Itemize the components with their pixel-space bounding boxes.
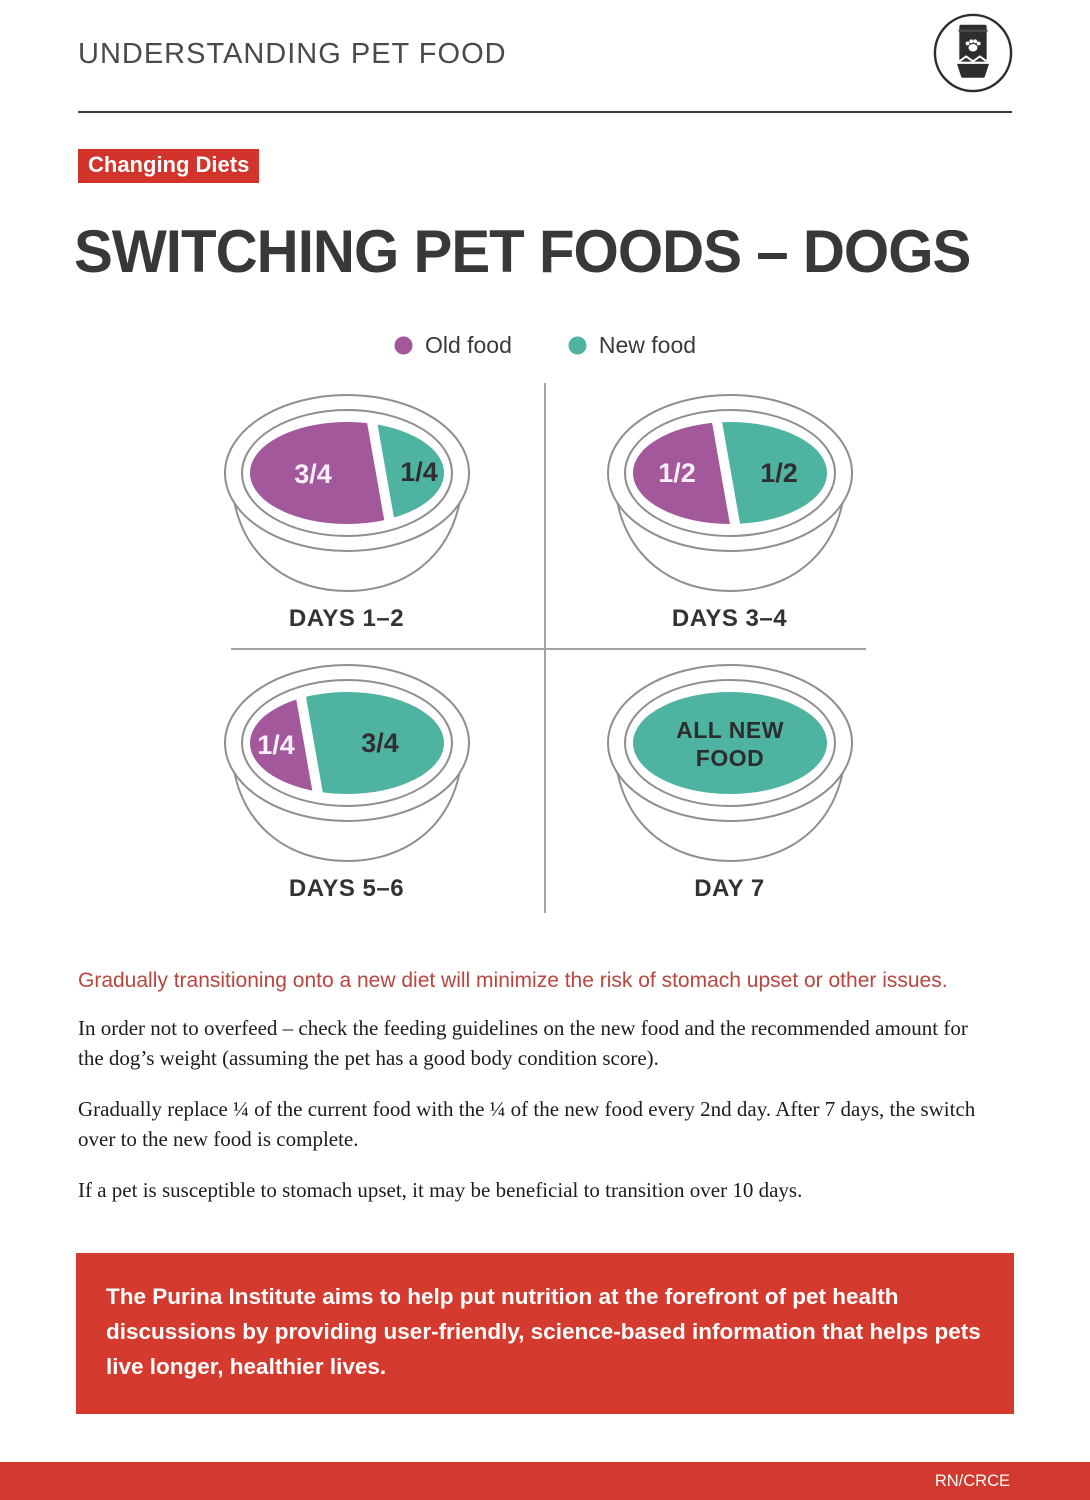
bowl-day-7: ALL NEW FOOD DAY 7 xyxy=(495,653,964,913)
bowl-caption: DAYS 3–4 xyxy=(671,605,788,632)
bowl-days-3-4-graphic: 1/2 1/2 xyxy=(606,394,853,593)
footer-bar: RN/CRCE xyxy=(0,1462,1090,1500)
bowl-days-3-4: 1/2 1/2 DAYS 3–4 xyxy=(495,383,964,643)
bowl-day-7-graphic: ALL NEW FOOD xyxy=(606,664,853,863)
bowl-days-1-2: 3/4 1/4 DAYS 1–2 xyxy=(112,383,581,643)
old-portion-label: 1/2 xyxy=(658,458,696,488)
new-portion-label: 3/4 xyxy=(361,728,399,758)
bowl-caption: DAYS 1–2 xyxy=(288,605,405,632)
transition-diagram: 3/4 1/4 DAYS 1–2 1/2 1/2 DAYS 3–4 xyxy=(76,383,1014,913)
section-badge: Changing Diets xyxy=(78,149,260,183)
legend-item-new: New food xyxy=(568,332,696,359)
new-portion-label: 1/4 xyxy=(400,457,438,487)
bowl-caption: DAY 7 xyxy=(694,875,765,902)
old-portion-label: 3/4 xyxy=(294,459,332,489)
bowl-days-5-6-graphic: 1/4 3/4 xyxy=(223,664,470,863)
all-new-food-label-line1: ALL NEW xyxy=(676,717,784,743)
body-paragraph: In order not to overfeed – check the fee… xyxy=(78,1016,968,1071)
legend-label-old: Old food xyxy=(424,332,512,358)
svg-text:ALL NEW: ALL NEW xyxy=(676,717,784,743)
pet-food-icon xyxy=(932,12,1014,99)
header: UNDERSTANDING PET FOOD xyxy=(0,0,1090,99)
svg-text:FOOD: FOOD xyxy=(695,745,763,771)
all-new-food-label-line2: FOOD xyxy=(695,745,763,771)
body-paragraph: Gradually replace ¼ of the current food … xyxy=(78,1096,976,1152)
old-food-dot-icon xyxy=(394,336,413,355)
old-portion-label: 1/4 xyxy=(257,730,295,760)
bowl-days-5-6: 1/4 3/4 DAYS 5–6 xyxy=(112,653,581,913)
bowl-days-1-2-graphic: 3/4 1/4 xyxy=(223,394,470,593)
new-portion-label: 1/2 xyxy=(760,458,798,488)
callout-text: The Purina Institute aims to help put nu… xyxy=(106,1284,981,1379)
legend-item-old: Old food xyxy=(394,332,512,359)
legend-label-new: New food xyxy=(598,332,697,358)
mission-callout: The Purina Institute aims to help put nu… xyxy=(76,1253,1014,1414)
body-paragraph: If a pet is susceptible to stomach upset… xyxy=(78,1177,803,1202)
footer-code: RN/CRCE xyxy=(934,1472,1010,1490)
bowl-caption: DAYS 5–6 xyxy=(288,875,405,902)
new-food-dot-icon xyxy=(568,336,587,355)
legend: Old food New food xyxy=(0,332,1090,359)
header-divider xyxy=(78,111,1012,113)
header-title: UNDERSTANDING PET FOOD xyxy=(78,38,507,70)
page-title: SWITCHING PET FOODS – DOGS xyxy=(74,218,971,285)
grid-horizontal-divider xyxy=(231,648,866,650)
highlight-text: Gradually transitioning onto a new diet … xyxy=(78,969,948,992)
